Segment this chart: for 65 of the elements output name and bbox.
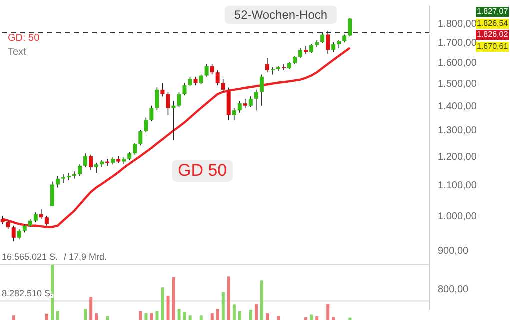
candlestick xyxy=(56,176,60,188)
candlestick xyxy=(188,76,192,87)
candlestick xyxy=(265,58,270,73)
candlestick xyxy=(232,108,236,121)
candlestick xyxy=(17,228,22,240)
y-tick-label: 1.100,00 xyxy=(438,180,478,192)
candlestick xyxy=(282,64,286,71)
y-tick-label: 1.500,00 xyxy=(438,78,478,90)
candlestick xyxy=(44,216,49,226)
candlestick xyxy=(348,18,352,38)
candlestick xyxy=(144,117,148,134)
candlestick xyxy=(34,212,38,223)
candlestick xyxy=(298,48,303,59)
candlestick xyxy=(12,225,16,242)
candlestick xyxy=(221,78,226,93)
candlestick xyxy=(260,74,264,106)
series-label: GD 50 xyxy=(172,160,234,182)
candlestick xyxy=(84,153,88,168)
y-tick-label: 16.565.021 S. xyxy=(2,252,58,262)
y-tick-label: 1.600,00 xyxy=(438,58,478,69)
y-tick-label: 1.200,00 xyxy=(438,152,478,163)
annotation: / 17,9 Mrd. xyxy=(64,252,108,262)
candlestick xyxy=(66,172,71,181)
candlestick xyxy=(150,105,154,122)
y-tick-label: 1.300,00 xyxy=(438,126,478,137)
candlestick xyxy=(320,32,325,44)
candlestick xyxy=(133,142,138,156)
candlestick xyxy=(238,100,242,114)
y-tick-label: 900,00 xyxy=(438,246,470,257)
text: 1.827,07 xyxy=(476,7,510,17)
candlestick xyxy=(243,98,248,109)
candlestick xyxy=(50,181,54,207)
candlestick xyxy=(89,154,94,171)
candlestick xyxy=(72,171,76,180)
candlestick xyxy=(177,92,182,108)
candlestick xyxy=(166,92,170,116)
annotation: Text xyxy=(8,46,28,60)
candlestick xyxy=(78,164,82,176)
candlestick xyxy=(248,96,253,108)
y-tick-label: 1.700,00 xyxy=(438,38,478,49)
y-tick-label: 1.800,00 xyxy=(438,19,478,30)
candlestick xyxy=(304,46,308,55)
y-tick-label: 800,00 xyxy=(438,284,470,296)
text: 1.826,02 xyxy=(476,30,510,40)
candlestick xyxy=(182,82,187,96)
y-tick-label: 1.000,00 xyxy=(438,211,478,222)
y-tick-label: 1.400,00 xyxy=(438,101,478,112)
text: 1.826,54 xyxy=(476,18,510,28)
ref-line-label: 52-Wochen-Hoch xyxy=(234,8,328,22)
candlestick xyxy=(160,82,165,98)
candlestick xyxy=(138,130,143,146)
candlestick xyxy=(332,42,336,53)
candlestick xyxy=(155,87,160,111)
candlestick xyxy=(270,66,275,76)
candlestick xyxy=(199,74,204,85)
candlestick xyxy=(61,174,66,184)
candlestick xyxy=(94,162,99,174)
candlestick xyxy=(204,64,209,78)
annotation: GD: 50 xyxy=(8,32,40,46)
candlestick xyxy=(254,90,258,111)
candlestick xyxy=(39,209,44,220)
text: 1.670,61 xyxy=(476,42,510,52)
candlestick xyxy=(216,70,220,86)
candlestick xyxy=(210,64,214,76)
candlestick xyxy=(326,30,330,55)
